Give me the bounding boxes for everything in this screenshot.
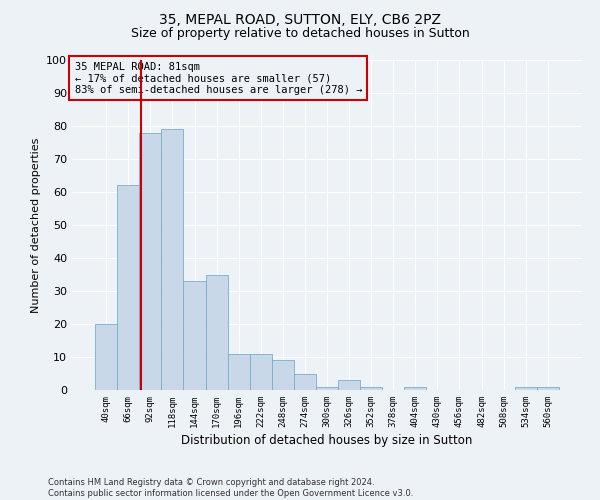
Text: 35, MEPAL ROAD, SUTTON, ELY, CB6 2PZ: 35, MEPAL ROAD, SUTTON, ELY, CB6 2PZ xyxy=(159,12,441,26)
Bar xyxy=(404,386,427,390)
Text: 35 MEPAL ROAD: 81sqm
← 17% of detached houses are smaller (57)
83% of semi-detac: 35 MEPAL ROAD: 81sqm ← 17% of detached h… xyxy=(74,62,362,95)
Bar xyxy=(272,360,294,390)
Bar xyxy=(117,186,139,390)
Bar xyxy=(316,386,338,390)
Bar xyxy=(227,354,250,390)
Y-axis label: Number of detached properties: Number of detached properties xyxy=(31,138,41,312)
Bar xyxy=(250,354,272,390)
Bar xyxy=(95,324,117,390)
X-axis label: Distribution of detached houses by size in Sutton: Distribution of detached houses by size … xyxy=(181,434,473,447)
Bar xyxy=(360,386,382,390)
Bar xyxy=(139,132,161,390)
Bar xyxy=(184,281,206,390)
Bar xyxy=(515,386,537,390)
Bar xyxy=(338,380,360,390)
Bar xyxy=(206,274,227,390)
Bar xyxy=(161,130,184,390)
Text: Size of property relative to detached houses in Sutton: Size of property relative to detached ho… xyxy=(131,28,469,40)
Bar xyxy=(537,386,559,390)
Text: Contains HM Land Registry data © Crown copyright and database right 2024.
Contai: Contains HM Land Registry data © Crown c… xyxy=(48,478,413,498)
Bar xyxy=(294,374,316,390)
